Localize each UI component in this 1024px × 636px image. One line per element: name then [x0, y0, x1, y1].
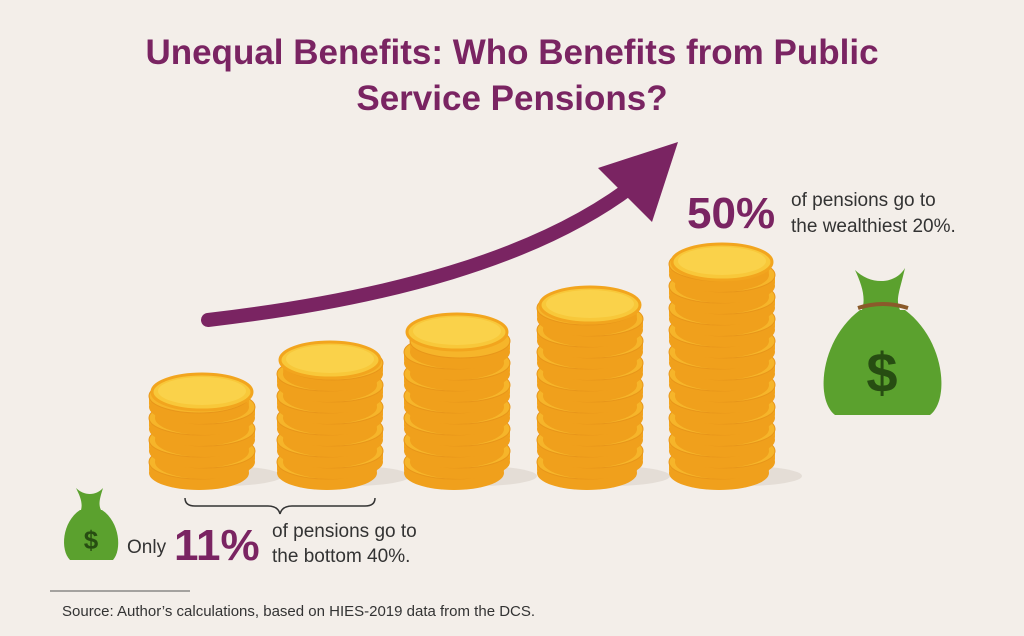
figure: 11% [174, 521, 260, 570]
callout-text: of pensions go to [791, 190, 936, 211]
callout-text: the wealthiest 20%. [791, 216, 956, 237]
callout-text: the bottom 40%. [272, 546, 410, 567]
small-money-bag: $ [64, 488, 119, 560]
coin-stacks [148, 242, 802, 490]
big-money-bag: $ [823, 268, 942, 415]
coin [678, 247, 766, 275]
coin [286, 345, 374, 373]
coin [158, 377, 246, 405]
figure: 50% [687, 189, 775, 238]
title-line: Unequal Benefits: Who Benefits from Publ… [145, 33, 878, 72]
arrow-head [598, 142, 678, 222]
source: Source: Author’s calculations, based on … [62, 603, 535, 620]
svg-text:$: $ [84, 525, 99, 555]
coin [546, 290, 634, 318]
callout-text: of pensions go to [272, 521, 417, 542]
coin [413, 317, 501, 345]
title-line: Service Pensions? [356, 79, 667, 118]
brace [184, 497, 376, 515]
svg-text:$: $ [866, 341, 897, 404]
trend-arrow [201, 173, 647, 327]
callout-text: Only [127, 537, 167, 558]
